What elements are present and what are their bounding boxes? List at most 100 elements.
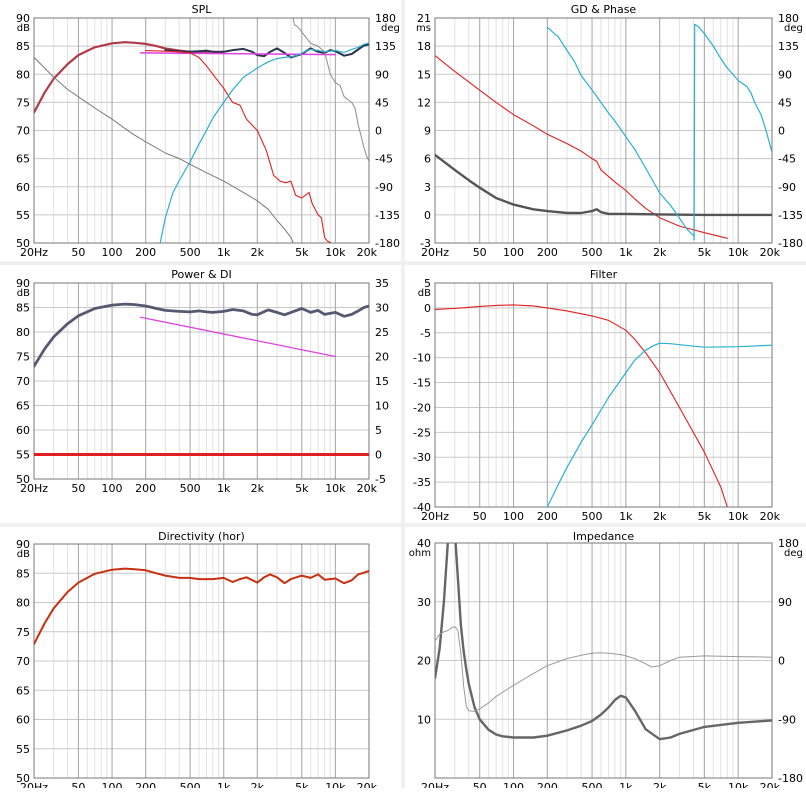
y2-tick-label: 10 — [375, 400, 389, 413]
x-tick-label: 20Hz — [421, 781, 449, 788]
y-tick-label: -30 — [413, 451, 431, 464]
plot-frame — [33, 17, 370, 244]
y2-tick-label: 45 — [778, 96, 792, 109]
y-tick-label: 60 — [16, 181, 30, 194]
y-tick-label: 50 — [16, 772, 30, 785]
x-tick-label: 10k — [728, 510, 749, 523]
x-tick-label: 10k — [728, 781, 749, 788]
x-tick-label: 20k — [760, 246, 781, 259]
y-tick-label: 40 — [417, 537, 431, 550]
y2-tick-label: -135 — [778, 209, 803, 222]
x-tick-label: 500 — [582, 246, 603, 259]
y2-tick-label: 135 — [778, 40, 799, 53]
x-tick-label: 20k — [760, 510, 781, 523]
x-tick-label: 50 — [473, 246, 487, 259]
x-tick-label: 5k — [698, 781, 712, 788]
series-line-6 — [34, 56, 294, 243]
y-tick-label: 80 — [16, 326, 30, 339]
x-tick-label: 50 — [71, 781, 85, 788]
plot-frame — [33, 282, 370, 480]
x-tick-label: 20k — [357, 246, 378, 259]
x-tick-label: 5k — [295, 246, 309, 259]
x-tick-label: 50 — [473, 781, 487, 788]
series-line-3 — [139, 52, 337, 56]
x-tick-label: 100 — [503, 510, 524, 523]
x-tick-label: 200 — [135, 781, 156, 788]
x-tick-label: 10k — [325, 482, 346, 495]
y-tick-label: 5 — [424, 277, 431, 290]
y-tick-label: 0 — [424, 302, 431, 315]
directivity-chart: Directivity (hor)20Hz 50 100 200 500 1k 2k 5k 10… — [16, 530, 378, 792]
panel-divider-horizontal-2 — [0, 523, 806, 527]
y-tick-label: -3 — [420, 237, 431, 250]
series-line-5 — [159, 42, 369, 243]
x-tick-label: 200 — [537, 781, 558, 788]
y-tick-label: 10 — [417, 713, 431, 726]
y2-axis-unit: deg — [784, 548, 803, 559]
y-tick-label: 70 — [16, 655, 30, 668]
x-tick-label: 5k — [295, 781, 309, 788]
y2-tick-label: 180 — [375, 12, 396, 25]
y-tick-label: 50 — [16, 237, 30, 250]
x-tick-label: 500 — [180, 482, 201, 495]
x-tick-label: 500 — [180, 781, 201, 788]
x-tick-label: 1k — [619, 246, 633, 259]
plot-frame — [33, 543, 370, 779]
x-tick-label: 20Hz — [20, 482, 48, 495]
series-line-2 — [435, 626, 772, 712]
y-tick-label: 80 — [16, 68, 30, 81]
panel-divider-horizontal-1 — [0, 261, 806, 265]
x-tick-label: 2k — [653, 246, 667, 259]
y-tick-label: -20 — [413, 401, 431, 414]
y-tick-label: 90 — [16, 538, 30, 551]
chart-title: SPL — [192, 3, 213, 16]
chart-title: Power & DI — [171, 268, 232, 281]
power-di-panel: Power & DI 20Hz 50 100 200 500 1k 2k 5k 10k 20k 50 5… — [0, 265, 401, 523]
chart-title: Impedance — [573, 530, 634, 543]
y-tick-label: 75 — [16, 626, 30, 639]
series-line-1 — [435, 543, 772, 741]
y-tick-label: 15 — [417, 68, 431, 81]
y2-tick-label: -90 — [375, 181, 393, 194]
y-tick-label: 90 — [16, 12, 30, 25]
y-tick-label: 55 — [16, 209, 30, 222]
y-tick-label: 70 — [16, 125, 30, 138]
directivity-panel: Directivity (hor) 20Hz 50 100 200 500 1k 2k 5k 10… — [0, 527, 401, 792]
y2-tick-label: 90 — [778, 596, 792, 609]
x-tick-label: 1k — [619, 781, 633, 788]
y2-tick-label: 45 — [375, 96, 389, 109]
y-tick-label: 80 — [16, 597, 30, 610]
series-line-4 — [145, 50, 331, 243]
x-tick-label: 20k — [760, 781, 781, 788]
x-tick-label: 10k — [325, 246, 346, 259]
x-tick-label: 2k — [251, 482, 265, 495]
y2-tick-label: 90 — [375, 68, 389, 81]
y-tick-label: 65 — [16, 153, 30, 166]
y-tick-label: 60 — [16, 424, 30, 437]
y2-tick-label: 90 — [778, 68, 792, 81]
series-line-3 — [546, 26, 695, 237]
series-line-1 — [435, 304, 728, 507]
y2-tick-label: 20 — [375, 351, 389, 364]
y-tick-label: -25 — [413, 426, 431, 439]
y2-tick-label: -45 — [778, 153, 796, 166]
y-tick-label: -15 — [413, 377, 431, 390]
filter-panel: Filter 20Hz 50 100 200 500 1k 2k 5k 10k 20k -40 -35-… — [405, 265, 806, 523]
plot-frame — [434, 282, 773, 508]
y-tick-label: 75 — [16, 96, 30, 109]
y2-tick-label: 0 — [375, 449, 382, 462]
chart-title: GD & Phase — [571, 3, 637, 16]
y-tick-label: 85 — [16, 302, 30, 315]
y2-tick-label: -90 — [778, 181, 796, 194]
series-line-2 — [546, 342, 772, 507]
y-tick-label: 12 — [417, 96, 431, 109]
gd-phase-panel: GD & Phase 20Hz 50 100 200 500 1k 2k 5k 10k 20k -3 0… — [405, 0, 806, 261]
y2-tick-label: 135 — [375, 40, 396, 53]
y-tick-label: 55 — [16, 743, 30, 756]
x-tick-label: 20Hz — [421, 510, 449, 523]
y-tick-label: 18 — [417, 40, 431, 53]
y-tick-label: 50 — [16, 473, 30, 486]
y2-tick-label: 180 — [778, 537, 799, 550]
y2-tick-label: 180 — [778, 12, 799, 25]
